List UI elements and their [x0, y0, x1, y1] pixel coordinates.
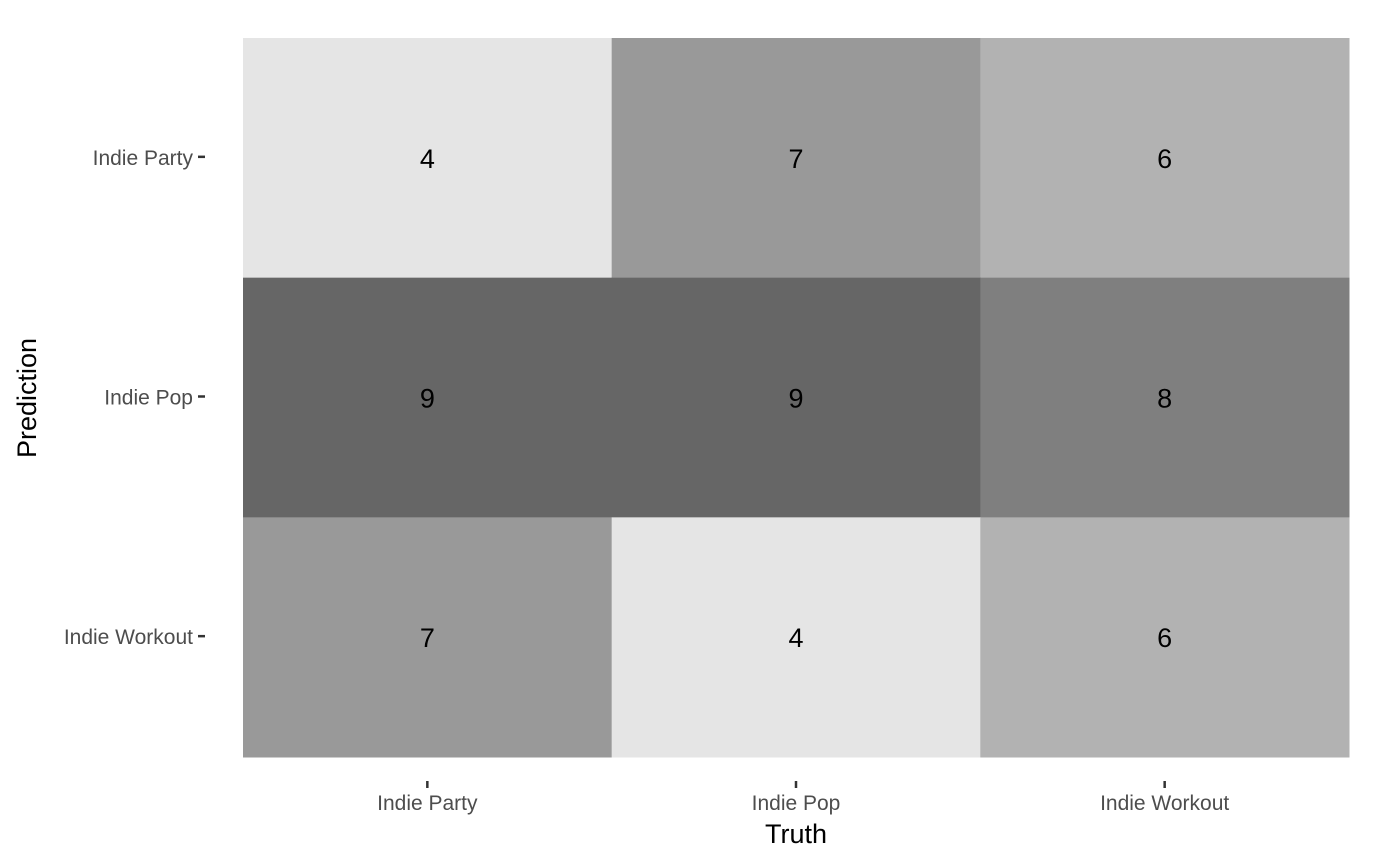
y-tick-label-indie-pop: Indie Pop [104, 387, 193, 410]
cell-value-label: 7 [788, 144, 803, 174]
y-axis: Indie Party Indie Pop Indie Workout [64, 147, 205, 649]
heatmap-cell-2-2 [980, 517, 1350, 758]
y-axis-title: Prediction [12, 338, 42, 458]
cell-value-label: 4 [420, 144, 435, 174]
heatmap-cell-1-2 [980, 277, 1350, 518]
cell-value-label: 9 [420, 384, 435, 414]
heatmap-cell-0-1 [611, 38, 981, 279]
cell-value-label: 6 [1157, 144, 1172, 174]
cell-value-label: 8 [1157, 384, 1172, 414]
heatmap-cell-1-0 [243, 277, 613, 518]
heatmap-cell-1-1 [611, 277, 981, 518]
cell-value-label: 4 [788, 623, 803, 653]
x-axis: Indie Party Indie Pop Indie Workout [377, 781, 1229, 815]
heatmap-cell-labels: 4 7 6 9 9 8 7 4 6 [420, 144, 1172, 653]
x-tick-label-indie-party: Indie Party [377, 792, 478, 815]
heatmap-cells [243, 38, 1350, 758]
heatmap-cell-2-0 [243, 517, 613, 758]
x-tick-label-indie-workout: Indie Workout [1100, 792, 1229, 815]
x-tick-label-indie-pop: Indie Pop [752, 792, 841, 815]
heatmap-cell-2-1 [611, 517, 981, 758]
y-tick-label-indie-workout: Indie Workout [64, 626, 193, 649]
y-tick-label-indie-party: Indie Party [93, 147, 194, 170]
cell-value-label: 9 [788, 384, 803, 414]
cell-value-label: 7 [420, 623, 435, 653]
x-axis-title: Truth [765, 819, 827, 849]
heatmap-cell-0-0 [243, 38, 613, 279]
cell-value-label: 6 [1157, 623, 1172, 653]
heatmap-cell-0-2 [980, 38, 1350, 279]
